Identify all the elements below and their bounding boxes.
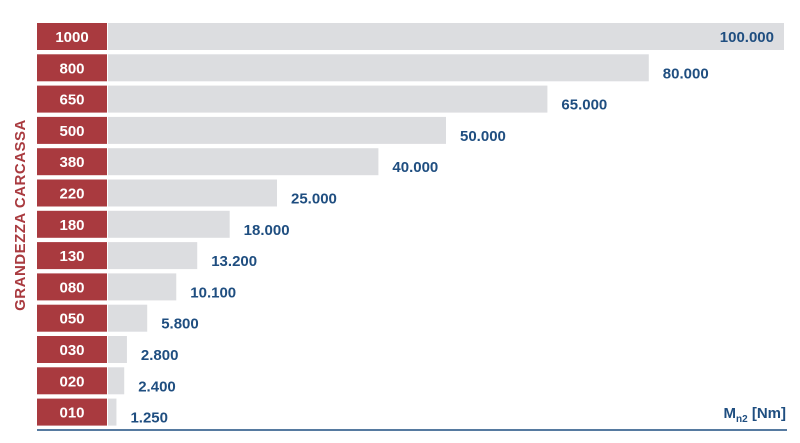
value-label-650: 65.000 [561, 97, 607, 114]
chart-rows: 1000 100.000 800 80.000 650 65.000 500 50.000 38… [37, 23, 784, 427]
category-box-130 [37, 242, 107, 270]
bar-1000 [108, 23, 784, 50]
category-label-130: 130 [59, 248, 84, 265]
x-axis-unit-label: Mn2 [Nm] [724, 405, 787, 425]
category-label-500: 500 [59, 123, 84, 140]
category-box-080 [37, 273, 107, 301]
bar-800 [108, 54, 649, 82]
category-box-800 [37, 54, 107, 82]
value-label-220: 25.000 [291, 191, 337, 208]
bar-050 [108, 304, 148, 332]
value-label-030: 2.800 [141, 347, 179, 364]
value-label-180: 18.000 [244, 222, 290, 239]
value-label-1000: 100.000 [720, 29, 774, 46]
category-label-220: 220 [59, 186, 84, 203]
category-label-650: 650 [59, 92, 84, 109]
bar-500 [108, 116, 446, 144]
category-box-1000 [37, 23, 107, 50]
bar-180 [108, 210, 230, 238]
bar-650 [108, 85, 548, 113]
unit-main: M [724, 405, 737, 422]
category-box-030 [37, 336, 107, 363]
bar-220 [108, 179, 277, 207]
category-label-080: 080 [59, 279, 84, 296]
category-label-800: 800 [59, 60, 84, 77]
category-box-180 [37, 210, 107, 238]
value-label-380: 40.000 [392, 159, 438, 176]
category-box-500 [37, 116, 107, 144]
category-label-180: 180 [59, 217, 84, 234]
value-label-050: 5.800 [161, 316, 199, 333]
category-label-380: 380 [59, 154, 84, 171]
category-label-020: 020 [59, 373, 84, 390]
value-label-130: 13.200 [211, 253, 257, 270]
category-box-010 [37, 398, 107, 426]
value-label-500: 50.000 [460, 128, 506, 145]
unit-sub: n2 [736, 414, 748, 425]
bar-080 [108, 273, 177, 301]
value-label-020: 2.400 [138, 378, 176, 395]
category-box-050 [37, 304, 107, 332]
unit-rest: [Nm] [748, 405, 786, 422]
category-box-020 [37, 367, 107, 395]
value-label-800: 80.000 [663, 65, 709, 82]
category-label-030: 030 [59, 342, 84, 359]
y-axis-label: GRANDEZZA CARCASSA [12, 119, 29, 311]
bar-030 [108, 336, 127, 363]
category-label-050: 050 [59, 311, 84, 328]
category-label-1000: 1000 [55, 29, 88, 46]
bar-380 [108, 148, 379, 176]
category-box-650 [37, 85, 107, 113]
value-label-010: 1.250 [130, 410, 168, 427]
bar-010 [108, 398, 117, 426]
category-box-220 [37, 179, 107, 207]
category-box-380 [37, 148, 107, 176]
bar-130 [108, 242, 198, 270]
category-label-010: 010 [59, 405, 84, 422]
bar-020 [108, 367, 125, 395]
value-label-080: 10.100 [190, 284, 236, 301]
